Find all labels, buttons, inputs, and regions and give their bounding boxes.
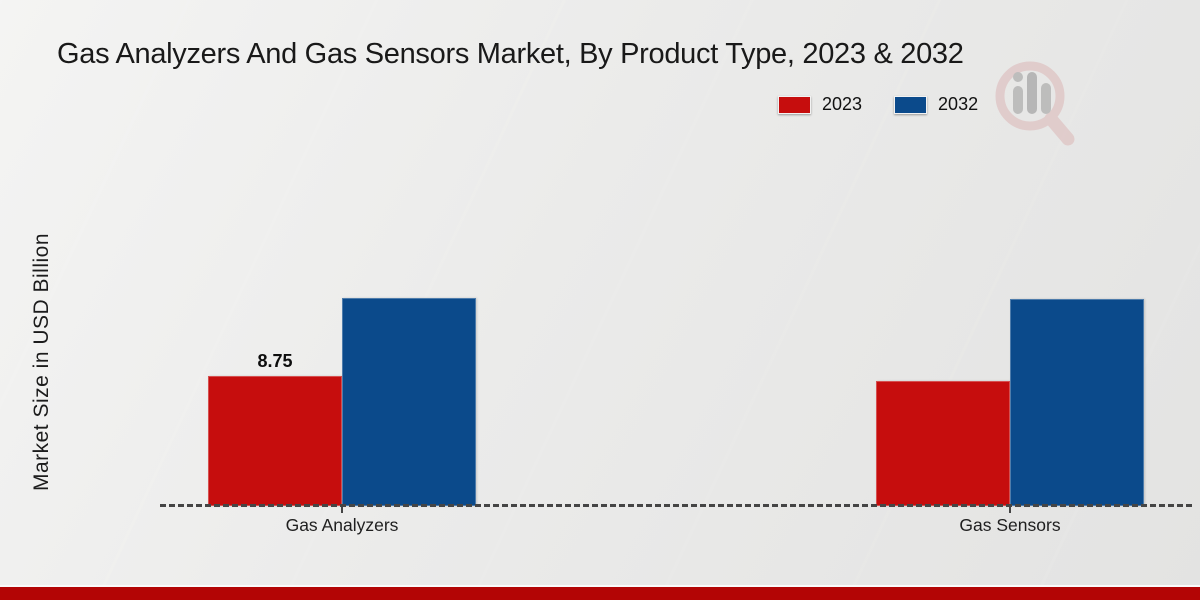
footer-accent-bar — [0, 585, 1200, 600]
bar-value-label: 8.75 — [257, 351, 293, 371]
category-label-gas-sensors: Gas Sensors — [959, 515, 1061, 535]
legend-swatch-2023 — [778, 95, 811, 114]
category-label-gas-analyzers: Gas Analyzers — [285, 515, 399, 535]
legend: 2023 2032 — [778, 94, 978, 115]
x-axis-tick-gas-sensors — [1009, 507, 1011, 513]
bar-2023-gas-sensors — [876, 381, 1010, 506]
x-axis-baseline — [160, 504, 1192, 507]
bar-2032-gas-sensors — [1010, 299, 1144, 506]
magnifier-bar-chart-logo-icon — [995, 61, 1075, 146]
legend-label-2023: 2023 — [822, 94, 863, 114]
bar-2032-gas-analyzers — [342, 298, 476, 506]
legend-item-2032: 2032 — [894, 94, 978, 115]
x-axis-tick-gas-analyzers — [341, 507, 343, 513]
bar-2023-gas-analyzers — [208, 376, 342, 506]
chart-title: Gas Analyzers And Gas Sensors Market, By… — [57, 38, 964, 70]
legend-swatch-2032 — [894, 95, 928, 114]
legend-label-2032: 2032 — [938, 94, 979, 114]
legend-item-2023: 2023 — [778, 94, 862, 115]
